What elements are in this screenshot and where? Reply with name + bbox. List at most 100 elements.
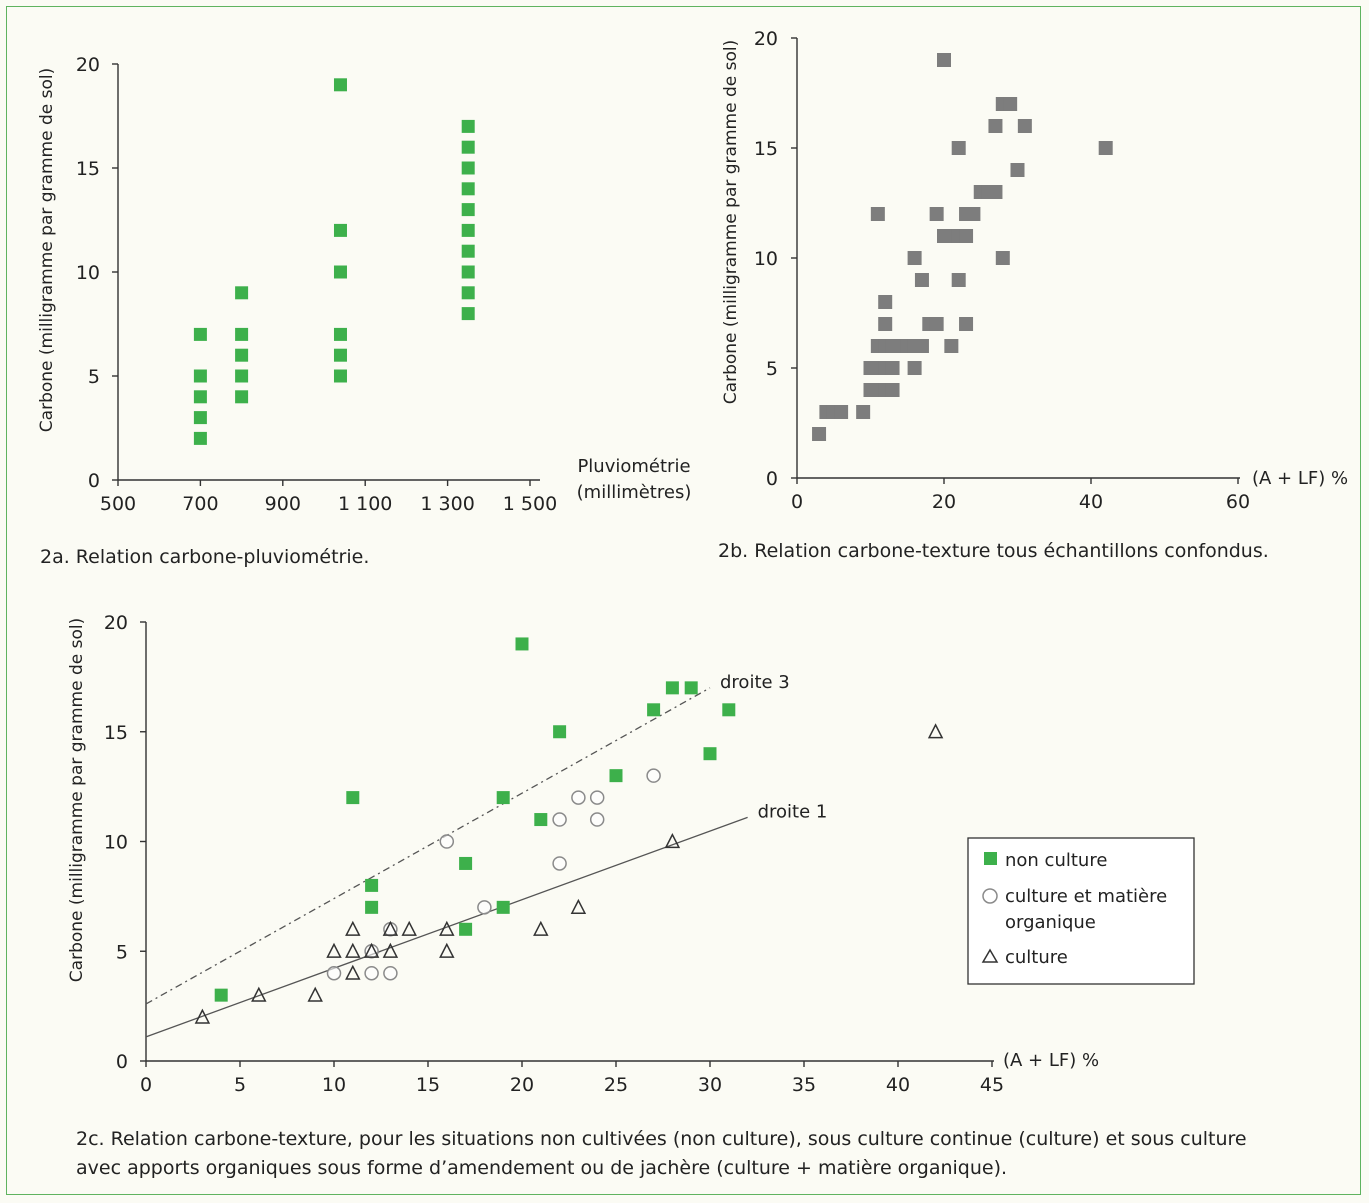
data-point-square: [959, 317, 974, 331]
chart-2c-axes: 0 5 10 15 20 25 30 35 40 45 0 5 10 15 20: [104, 612, 1004, 1096]
data-point-circle: [383, 965, 398, 981]
data-point-square: [346, 791, 360, 805]
data-point-square: [665, 681, 679, 695]
data-point-square: [333, 369, 347, 383]
legend-label-non-culture: non culture: [1005, 850, 1107, 871]
data-point-triangle: [927, 723, 944, 739]
legend-square-icon: [984, 852, 997, 865]
data-point-circle: [383, 922, 398, 937]
data-point-triangle: [307, 986, 323, 1002]
data-point-square: [461, 140, 475, 154]
data-point-circle: [589, 812, 605, 827]
data-point-square: [929, 317, 944, 331]
x-tick-label: 10: [322, 1074, 346, 1096]
data-point-square: [461, 286, 475, 300]
data-point-square: [553, 725, 567, 739]
x-tick-label: 900: [265, 493, 301, 515]
data-point-square: [461, 119, 475, 133]
chart-2a-axes: 500 700 900 1 100 1 300 1 500 0 5 10 15 20: [76, 54, 557, 515]
data-point-triangle: [664, 833, 681, 849]
data-point-square: [534, 813, 548, 827]
data-point-square: [515, 637, 529, 651]
x-tick-label: 25: [604, 1074, 628, 1096]
y-tick-label: 10: [104, 832, 128, 854]
data-point-square: [193, 327, 207, 341]
data-point-square: [461, 203, 475, 217]
data-point-circle: [326, 965, 342, 981]
data-point-square: [333, 348, 347, 362]
x-tick-label: 1 100: [338, 493, 392, 515]
data-point-square: [235, 327, 249, 341]
data-point-triangle: [533, 920, 549, 936]
data-point-circle: [477, 900, 492, 915]
data-point-triangle: [439, 942, 455, 958]
chart-2b-caption: 2b. Relation carbone-texture tous échant…: [718, 540, 1269, 562]
y-tick-label: 15: [754, 138, 778, 160]
x-tick-label: 15: [416, 1074, 440, 1096]
data-point-square: [937, 53, 951, 67]
data-point-square: [907, 251, 922, 265]
figure-frame: [6, 6, 1361, 1195]
chart-2b-marks: [812, 53, 1113, 441]
data-point-square: [365, 878, 379, 892]
chart-2b-xlabel: (A + LF) %: [1252, 468, 1348, 489]
data-point-square: [988, 185, 1003, 199]
data-point-square: [235, 390, 249, 404]
data-point-square: [461, 307, 475, 321]
chart-2a-xlabel-line2: (millimètres): [577, 482, 692, 503]
data-point-triangle: [345, 942, 361, 958]
x-tick-label: 1 300: [420, 493, 474, 515]
data-point-triangle: [439, 920, 455, 936]
data-point-square: [1003, 97, 1018, 111]
data-point-square: [496, 791, 510, 805]
data-point-circle: [571, 790, 586, 805]
data-point-square: [878, 295, 893, 309]
data-point-square: [885, 383, 900, 397]
data-point-square: [929, 207, 944, 221]
data-point-square: [609, 769, 623, 783]
data-point-square: [235, 286, 249, 300]
data-point-square: [951, 273, 966, 287]
legend-label-culture-mo-line1: culture et matière: [1005, 886, 1167, 907]
data-point-square: [1010, 163, 1025, 177]
chart-2c-caption-line2: avec apports organiques sous forme d’ame…: [76, 1157, 1007, 1179]
y-tick-label: 5: [88, 366, 100, 388]
x-tick-label: 20: [510, 1074, 534, 1096]
data-point-triangle: [345, 920, 361, 936]
data-point-square: [885, 361, 900, 375]
data-point-square: [461, 223, 475, 237]
data-point-triangle: [251, 986, 267, 1002]
data-point-square: [914, 273, 929, 287]
x-tick-label: 1 500: [503, 493, 557, 515]
data-point-circle: [646, 768, 661, 783]
data-point-square: [193, 431, 207, 445]
data-point-square: [333, 265, 347, 279]
y-tick-label: 20: [76, 54, 100, 76]
data-point-square: [461, 182, 475, 196]
chart-2c-caption-line1: 2c. Relation carbone-texture, pour les s…: [76, 1128, 1247, 1150]
y-tick-label: 20: [754, 28, 778, 50]
x-tick-label: 30: [698, 1074, 722, 1096]
data-point-square: [365, 900, 379, 914]
chart-2a: Carbone (milligramme par gramme de sol) …: [37, 54, 691, 568]
data-point-square: [684, 681, 698, 695]
chart-2c-marks: [194, 637, 944, 1024]
y-tick-label: 5: [116, 941, 128, 963]
legend-box: [967, 837, 1195, 985]
data-point-square: [333, 327, 347, 341]
data-point-circle: [552, 812, 567, 827]
chart-2c-legend: non culture culture et matière organique…: [967, 837, 1195, 985]
chart-2a-xlabel-line1: Pluviométrie: [577, 456, 690, 477]
data-point-square: [722, 703, 736, 717]
data-point-square: [878, 317, 893, 331]
fit-line-label: droite 1: [758, 801, 828, 822]
y-tick-label: 10: [754, 248, 778, 270]
data-point-circle: [552, 856, 567, 871]
data-point-square: [496, 900, 510, 914]
fit-line-droite-1: [145, 816, 748, 1038]
data-point-square: [856, 405, 871, 419]
x-tick-label: 40: [886, 1074, 910, 1096]
data-point-square: [966, 207, 981, 221]
data-point-square: [333, 223, 347, 237]
